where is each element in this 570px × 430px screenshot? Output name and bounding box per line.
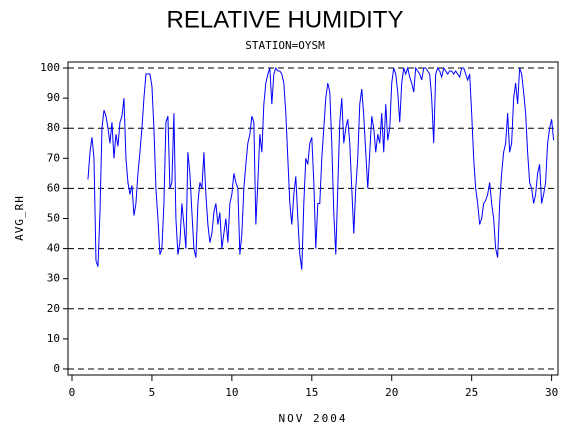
x-tick-label: 15 — [305, 386, 318, 399]
y-axis-label: AVG_RH — [13, 195, 26, 241]
y-tick-label: 80 — [47, 121, 60, 134]
y-tick-label: 40 — [47, 242, 60, 255]
x-tick-label: 5 — [149, 386, 156, 399]
y-tick-label: 20 — [47, 302, 60, 315]
plot-frame — [67, 61, 559, 376]
y-tick-label: 30 — [47, 272, 60, 285]
x-tick-label: 25 — [465, 386, 478, 399]
y-tick-label: 60 — [47, 181, 60, 194]
y-tick-label: 90 — [47, 91, 60, 104]
x-tick-label: 20 — [385, 386, 398, 399]
y-tick-label: 50 — [47, 212, 60, 225]
chart-subtitle: STATION=OYSM — [245, 39, 325, 52]
x-tick-label: 0 — [69, 386, 76, 399]
data-line — [87, 66, 555, 270]
x-axis-label: NOV 2004 — [279, 412, 348, 425]
y-tick-label: 10 — [47, 332, 60, 345]
chart-title: RELATIVE HUMIDITY — [167, 6, 404, 33]
y-tick-label: 100 — [40, 61, 60, 74]
x-tick-label: 10 — [225, 386, 238, 399]
x-tick-label: 30 — [545, 386, 558, 399]
y-tick-label: 0 — [53, 362, 60, 375]
y-tick-label: 70 — [47, 151, 60, 164]
